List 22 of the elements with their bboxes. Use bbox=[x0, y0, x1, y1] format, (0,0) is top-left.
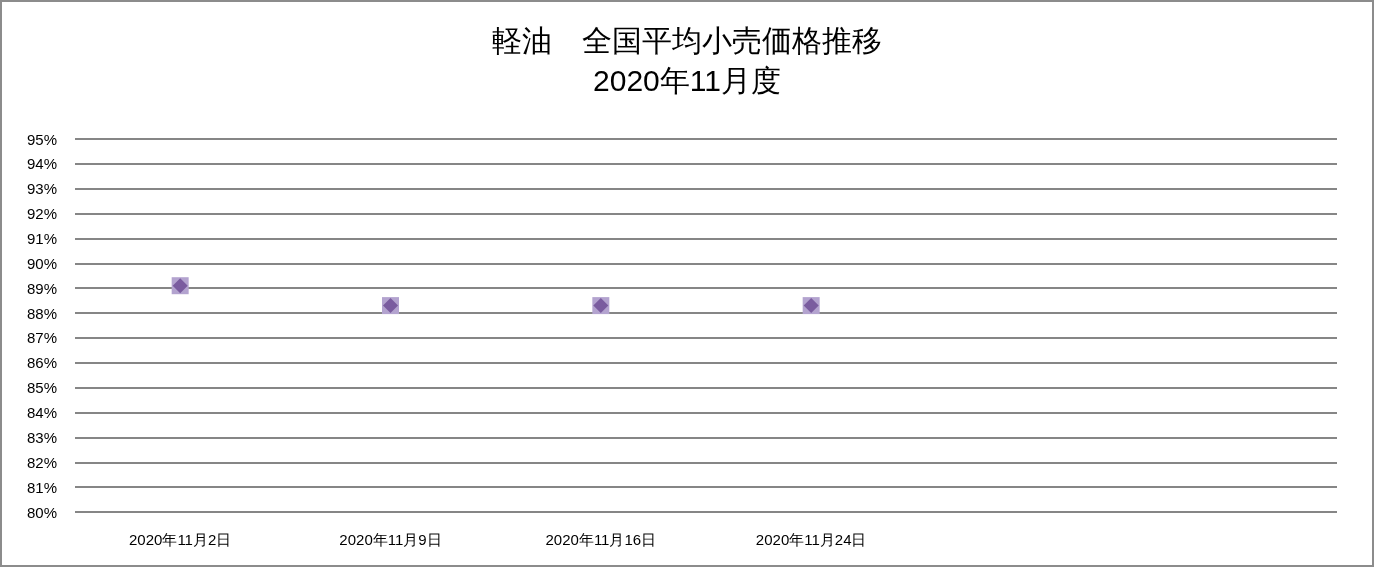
y-tick-label: 94% bbox=[26, 155, 57, 173]
y-tick-label: 80% bbox=[26, 503, 57, 521]
y-tick-label: 83% bbox=[26, 428, 57, 446]
y-tick-label: 89% bbox=[26, 279, 57, 297]
chart-title: 軽油 全国平均小売価格推移 bbox=[492, 23, 882, 57]
y-tick-label: 81% bbox=[26, 478, 57, 496]
x-tick-label: 2020年11月24日 bbox=[755, 531, 867, 548]
y-tick-label: 82% bbox=[26, 453, 57, 471]
y-tick-label: 92% bbox=[26, 205, 57, 223]
y-tick-label: 84% bbox=[26, 404, 57, 422]
y-tick-label: 85% bbox=[26, 379, 57, 397]
y-tick-label: 87% bbox=[26, 329, 57, 347]
y-tick-label: 90% bbox=[26, 254, 57, 272]
y-tick-label: 91% bbox=[26, 229, 57, 247]
x-tick-label: 2020年11月16日 bbox=[545, 531, 657, 548]
x-tick-label: 2020年11月2日 bbox=[129, 531, 232, 548]
y-tick-label: 93% bbox=[26, 180, 57, 198]
y-tick-label: 86% bbox=[26, 354, 57, 372]
y-tick-label: 95% bbox=[26, 130, 57, 148]
x-tick-label: 2020年11月9日 bbox=[339, 531, 442, 548]
chart-subtitle: 2020年11月度 bbox=[593, 63, 781, 97]
y-tick-label: 88% bbox=[26, 304, 57, 322]
